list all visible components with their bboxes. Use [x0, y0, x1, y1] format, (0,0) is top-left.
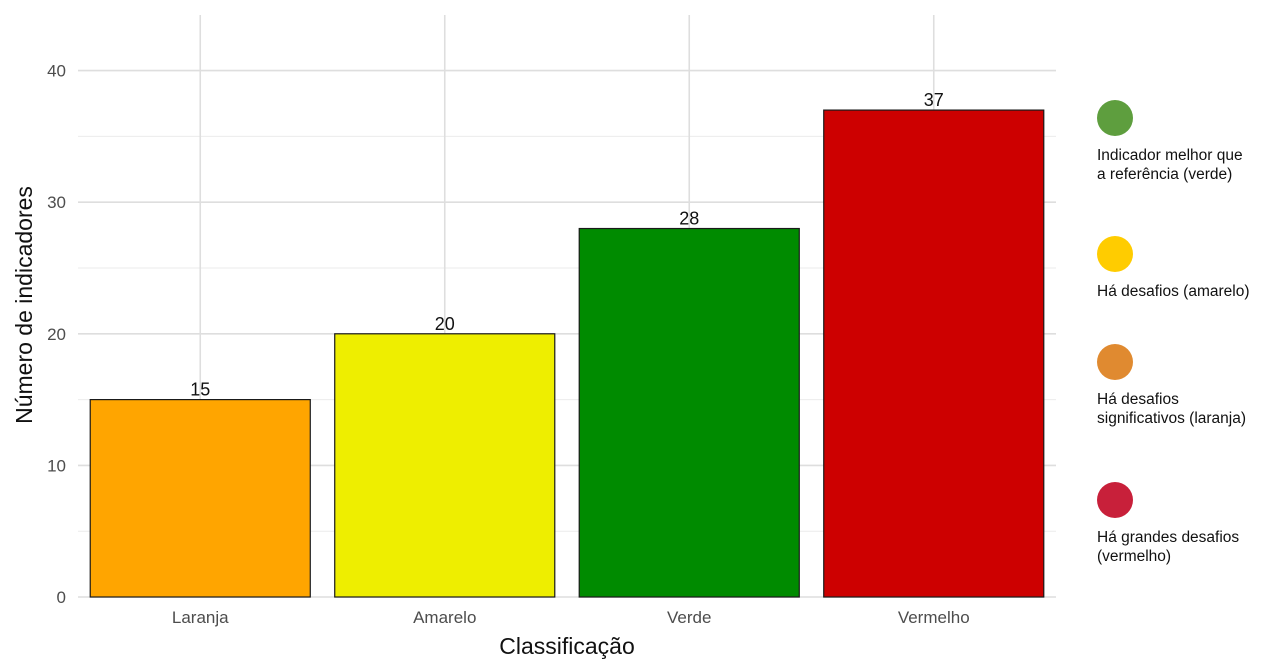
y-axis-ticks: 0 10 20 30 40 [47, 62, 66, 607]
x-axis-title: Classificação [499, 633, 635, 659]
x-tick-label: Amarelo [413, 608, 476, 627]
y-tick-label: 10 [47, 456, 66, 475]
legend-label-line: significativos (laranja) [1097, 410, 1247, 427]
y-tick-label: 0 [57, 588, 66, 607]
bar-laranja [89, 399, 311, 598]
legend-item: Há grandes desafios (vermelho) [1097, 482, 1283, 566]
y-tick-label: 20 [47, 325, 66, 344]
y-tick-label: 40 [47, 62, 66, 81]
legend-label-line: (vermelho) [1097, 548, 1172, 565]
legend-swatch [1097, 344, 1133, 380]
bar-amarelo [334, 333, 556, 598]
data-label: 20 [435, 314, 455, 334]
legend-label: Há desafios (amarelo) [1097, 282, 1283, 301]
legend-item: Indicador melhor que a referência (verde) [1097, 100, 1283, 184]
y-axis-title: Número de indicadores [11, 186, 37, 424]
bar-vermelho [823, 109, 1045, 598]
x-axis-ticks: Laranja Amarelo Verde Vermelho [172, 608, 970, 627]
legend-label: Há grandes desafios (vermelho) [1097, 528, 1283, 566]
data-label: 28 [679, 209, 699, 229]
x-tick-label: Laranja [172, 608, 229, 627]
legend: Indicador melhor que a referência (verde)… [1097, 0, 1283, 659]
legend-swatch [1097, 236, 1133, 272]
bar-verde [578, 227, 800, 598]
legend-label-line: Indicador melhor que [1097, 147, 1243, 164]
y-tick-label: 30 [47, 193, 66, 212]
x-tick-label: Vermelho [898, 608, 970, 627]
legend-label-line: Há desafios (amarelo) [1097, 283, 1250, 300]
data-label: 15 [190, 380, 210, 400]
bars [89, 109, 1045, 598]
legend-label: Indicador melhor que a referência (verde) [1097, 146, 1283, 184]
legend-label-line: Há grandes desafios [1097, 529, 1240, 546]
legend-label-line: Há desafios [1097, 391, 1179, 408]
legend-swatch [1097, 100, 1133, 136]
legend-item: Há desafios significativos (laranja) [1097, 344, 1283, 428]
x-tick-label: Verde [667, 608, 711, 627]
legend-item: Há desafios (amarelo) [1097, 236, 1283, 301]
legend-label-line: a referência (verde) [1097, 166, 1233, 183]
data-labels: 15 20 28 37 [190, 90, 944, 400]
legend-label: Há desafios significativos (laranja) [1097, 390, 1283, 428]
data-label: 37 [924, 90, 944, 110]
legend-swatch [1097, 482, 1133, 518]
